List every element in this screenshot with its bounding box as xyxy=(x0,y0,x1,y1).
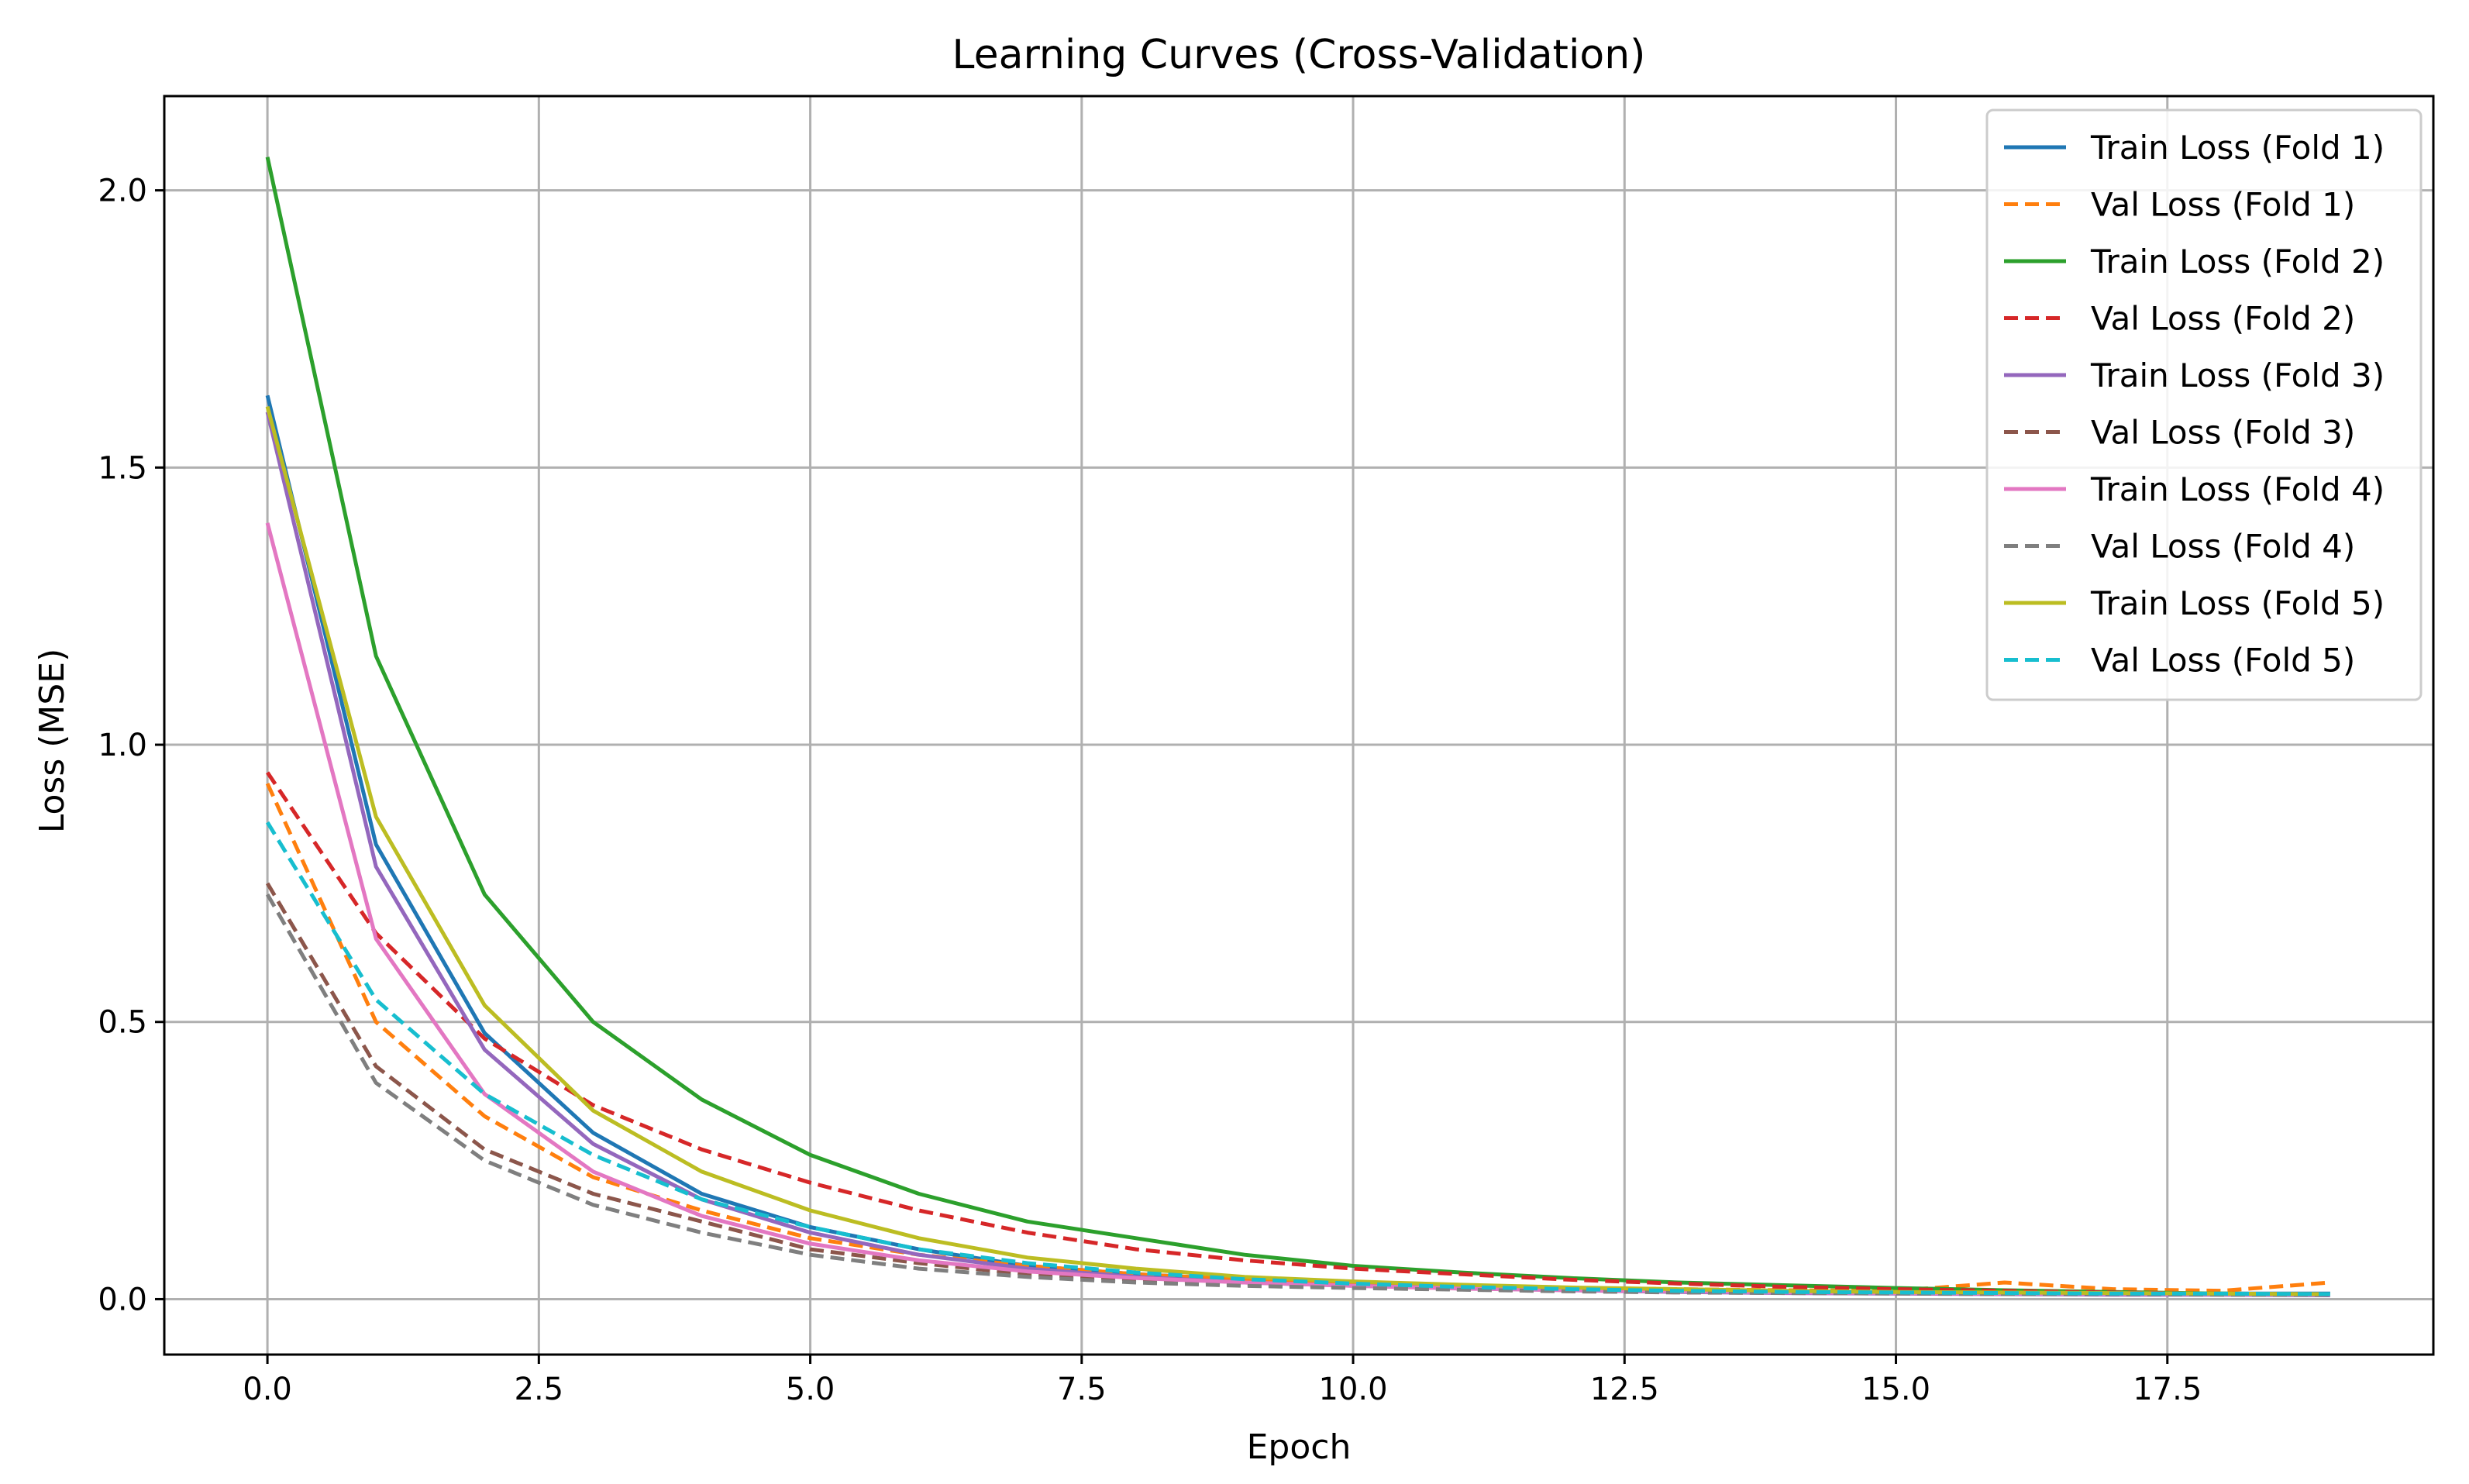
y-tick-label: 1.0 xyxy=(98,728,147,763)
legend-box xyxy=(1985,108,2423,701)
x-tick-label: 2.5 xyxy=(515,1372,564,1407)
y-tick-label: 0.0 xyxy=(98,1282,147,1317)
tick-layer: 0.0 2.5 5.0 7.5 10.0 12.5 15.0 17.5 0.0 0.5 1.0 1.5… xyxy=(98,174,2202,1407)
chart-title: Learning Curves (Cross-Validation) xyxy=(952,32,1646,78)
y-tick-label: 1.5 xyxy=(98,450,147,486)
x-tick-label: 5.0 xyxy=(786,1372,835,1407)
x-tick-label: 10.0 xyxy=(1319,1372,1388,1407)
legend-label: Val Loss (Fold 5) xyxy=(2091,642,2355,680)
x-axis-label: Epoch xyxy=(1247,1427,1352,1467)
x-tick-label: 12.5 xyxy=(1590,1372,1659,1407)
legend-label: Val Loss (Fold 2) xyxy=(2091,300,2355,338)
legend: Train Loss (Fold 1) Val Loss (Fold 1) Trai… xyxy=(1985,108,2423,701)
plot-area-frame xyxy=(163,95,2435,1356)
y-tick-label: 2.0 xyxy=(98,174,147,209)
legend-label: Val Loss (Fold 4) xyxy=(2091,528,2355,566)
x-tick-label: 7.5 xyxy=(1057,1372,1107,1407)
x-tick-label: 15.0 xyxy=(1861,1372,1930,1407)
x-tick-label: 17.5 xyxy=(2133,1372,2202,1407)
legend-label: Val Loss (Fold 3) xyxy=(2091,414,2355,452)
legend-label: Train Loss (Fold 5) xyxy=(2090,584,2385,622)
series-line-2 xyxy=(265,783,2331,1293)
series-line-4 xyxy=(266,771,2330,1296)
y-axis-label: Loss (MSE) xyxy=(33,649,72,834)
series-line-6 xyxy=(265,882,2330,1297)
x-tick-label: 0.0 xyxy=(243,1372,292,1407)
legend-label: Train Loss (Fold 3) xyxy=(2090,356,2385,394)
series-layer xyxy=(265,157,2331,1297)
legend-label: Train Loss (Fold 2) xyxy=(2090,243,2385,281)
series-line-10 xyxy=(265,821,2330,1296)
legend-label: Val Loss (Fold 1) xyxy=(2091,186,2355,224)
y-tick-label: 0.5 xyxy=(98,1005,147,1041)
legend-label: Train Loss (Fold 4) xyxy=(2090,470,2385,508)
legend-label: Train Loss (Fold 1) xyxy=(2090,129,2385,167)
